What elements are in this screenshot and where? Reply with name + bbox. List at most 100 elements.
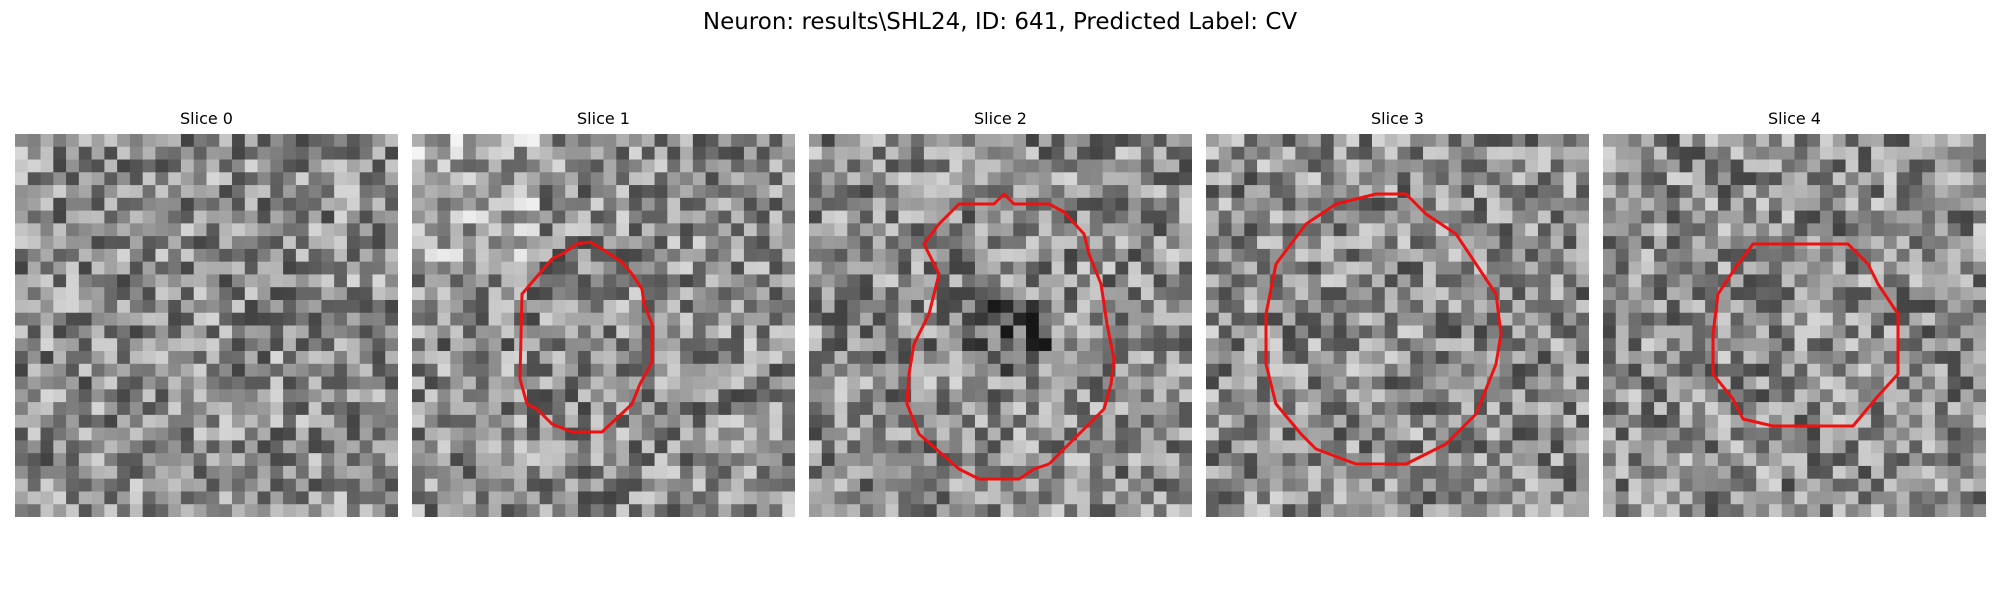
image-pixel	[731, 299, 745, 314]
image-pixel	[1768, 261, 1783, 276]
image-pixel	[1934, 440, 1949, 454]
image-pixel	[949, 185, 963, 199]
image-pixel	[731, 210, 745, 224]
image-pixel	[219, 414, 233, 429]
image-pixel	[1845, 325, 1859, 339]
image-pixel	[308, 325, 322, 339]
image-pixel	[860, 197, 874, 212]
image-pixel	[514, 427, 528, 441]
image-pixel	[1077, 299, 1091, 314]
image-pixel	[501, 236, 515, 250]
image-pixel	[1038, 210, 1053, 224]
image-pixel	[1525, 338, 1539, 352]
image-pixel	[705, 274, 719, 288]
image-pixel	[641, 185, 656, 199]
image-pixel	[346, 491, 361, 505]
image-pixel	[1359, 414, 1373, 429]
image-pixel	[321, 414, 335, 429]
image-pixel	[1756, 465, 1770, 480]
image-pixel	[1410, 185, 1424, 199]
image-pixel	[1512, 261, 1526, 276]
image-pixel	[1794, 261, 1808, 276]
image-pixel	[1692, 389, 1706, 403]
image-pixel	[1128, 159, 1142, 173]
image-pixel	[731, 427, 745, 441]
image-pixel	[40, 325, 54, 339]
image-pixel	[219, 172, 233, 186]
image-pixel	[193, 159, 208, 173]
image-pixel	[1756, 210, 1770, 224]
image-pixel	[1692, 261, 1706, 276]
image-pixel	[168, 478, 182, 493]
image-pixel	[1525, 402, 1539, 416]
image-pixel	[1537, 236, 1552, 250]
image-pixel	[974, 299, 989, 314]
image-pixel	[1934, 427, 1949, 441]
image-pixel	[1026, 185, 1040, 199]
image-pixel	[1206, 427, 1220, 441]
image-pixel	[385, 363, 398, 378]
image-pixel	[155, 325, 169, 339]
image-pixel	[654, 287, 668, 301]
image-pixel	[1654, 389, 1668, 403]
image-pixel	[1397, 236, 1411, 250]
image-pixel	[1743, 325, 1757, 339]
image-pixel	[756, 274, 771, 288]
image-pixel	[1115, 376, 1129, 390]
image-pixel	[756, 287, 771, 301]
image-pixel	[15, 414, 29, 429]
image-pixel	[885, 453, 899, 467]
image-pixel	[463, 134, 477, 148]
image-pixel	[1128, 351, 1142, 365]
image-pixel	[91, 440, 105, 454]
image-pixel	[809, 453, 823, 467]
image-pixel	[1909, 351, 1923, 365]
image-pixel	[1346, 248, 1360, 263]
image-pixel	[860, 440, 874, 454]
image-pixel	[463, 299, 477, 314]
image-pixel	[590, 504, 605, 517]
image-pixel	[283, 440, 297, 454]
image-pixel	[308, 274, 322, 288]
image-pixel	[1461, 159, 1475, 173]
image-pixel	[117, 159, 131, 173]
image-pixel	[180, 287, 195, 301]
image-pixel	[1128, 453, 1142, 467]
image-pixel	[346, 440, 361, 454]
image-pixel	[1871, 376, 1885, 390]
image-pixel	[911, 504, 925, 517]
image-pixel	[1231, 478, 1245, 493]
image-pixel	[412, 223, 426, 237]
image-pixel	[1257, 185, 1271, 199]
image-pixel	[1179, 465, 1192, 480]
image-pixel	[193, 274, 208, 288]
image-pixel	[1333, 312, 1348, 327]
image-pixel	[475, 465, 490, 480]
image-pixel	[1423, 274, 1437, 288]
image-pixel	[1679, 351, 1693, 365]
image-pixel	[78, 287, 93, 301]
image-pixel	[346, 465, 361, 480]
image-pixel	[769, 338, 783, 352]
image-pixel	[1512, 363, 1526, 378]
image-pixel	[1832, 389, 1847, 403]
image-pixel	[463, 287, 477, 301]
image-pixel	[1206, 402, 1220, 416]
image-pixel	[1717, 146, 1732, 161]
image-pixel	[424, 287, 439, 301]
image-pixel	[321, 402, 335, 416]
image-pixel	[1820, 338, 1834, 352]
image-pixel	[53, 325, 67, 339]
image-pixel	[1051, 287, 1065, 301]
image-pixel	[1896, 376, 1910, 390]
image-pixel	[168, 197, 182, 212]
image-pixel	[872, 427, 887, 441]
image-pixel	[885, 261, 899, 276]
image-pixel	[1000, 389, 1014, 403]
image-pixel	[1257, 223, 1271, 237]
image-pixel	[1333, 185, 1348, 199]
image-pixel	[244, 134, 259, 148]
image-pixel	[1435, 172, 1450, 186]
image-pixel	[244, 223, 259, 237]
image-pixel	[1858, 236, 1872, 250]
